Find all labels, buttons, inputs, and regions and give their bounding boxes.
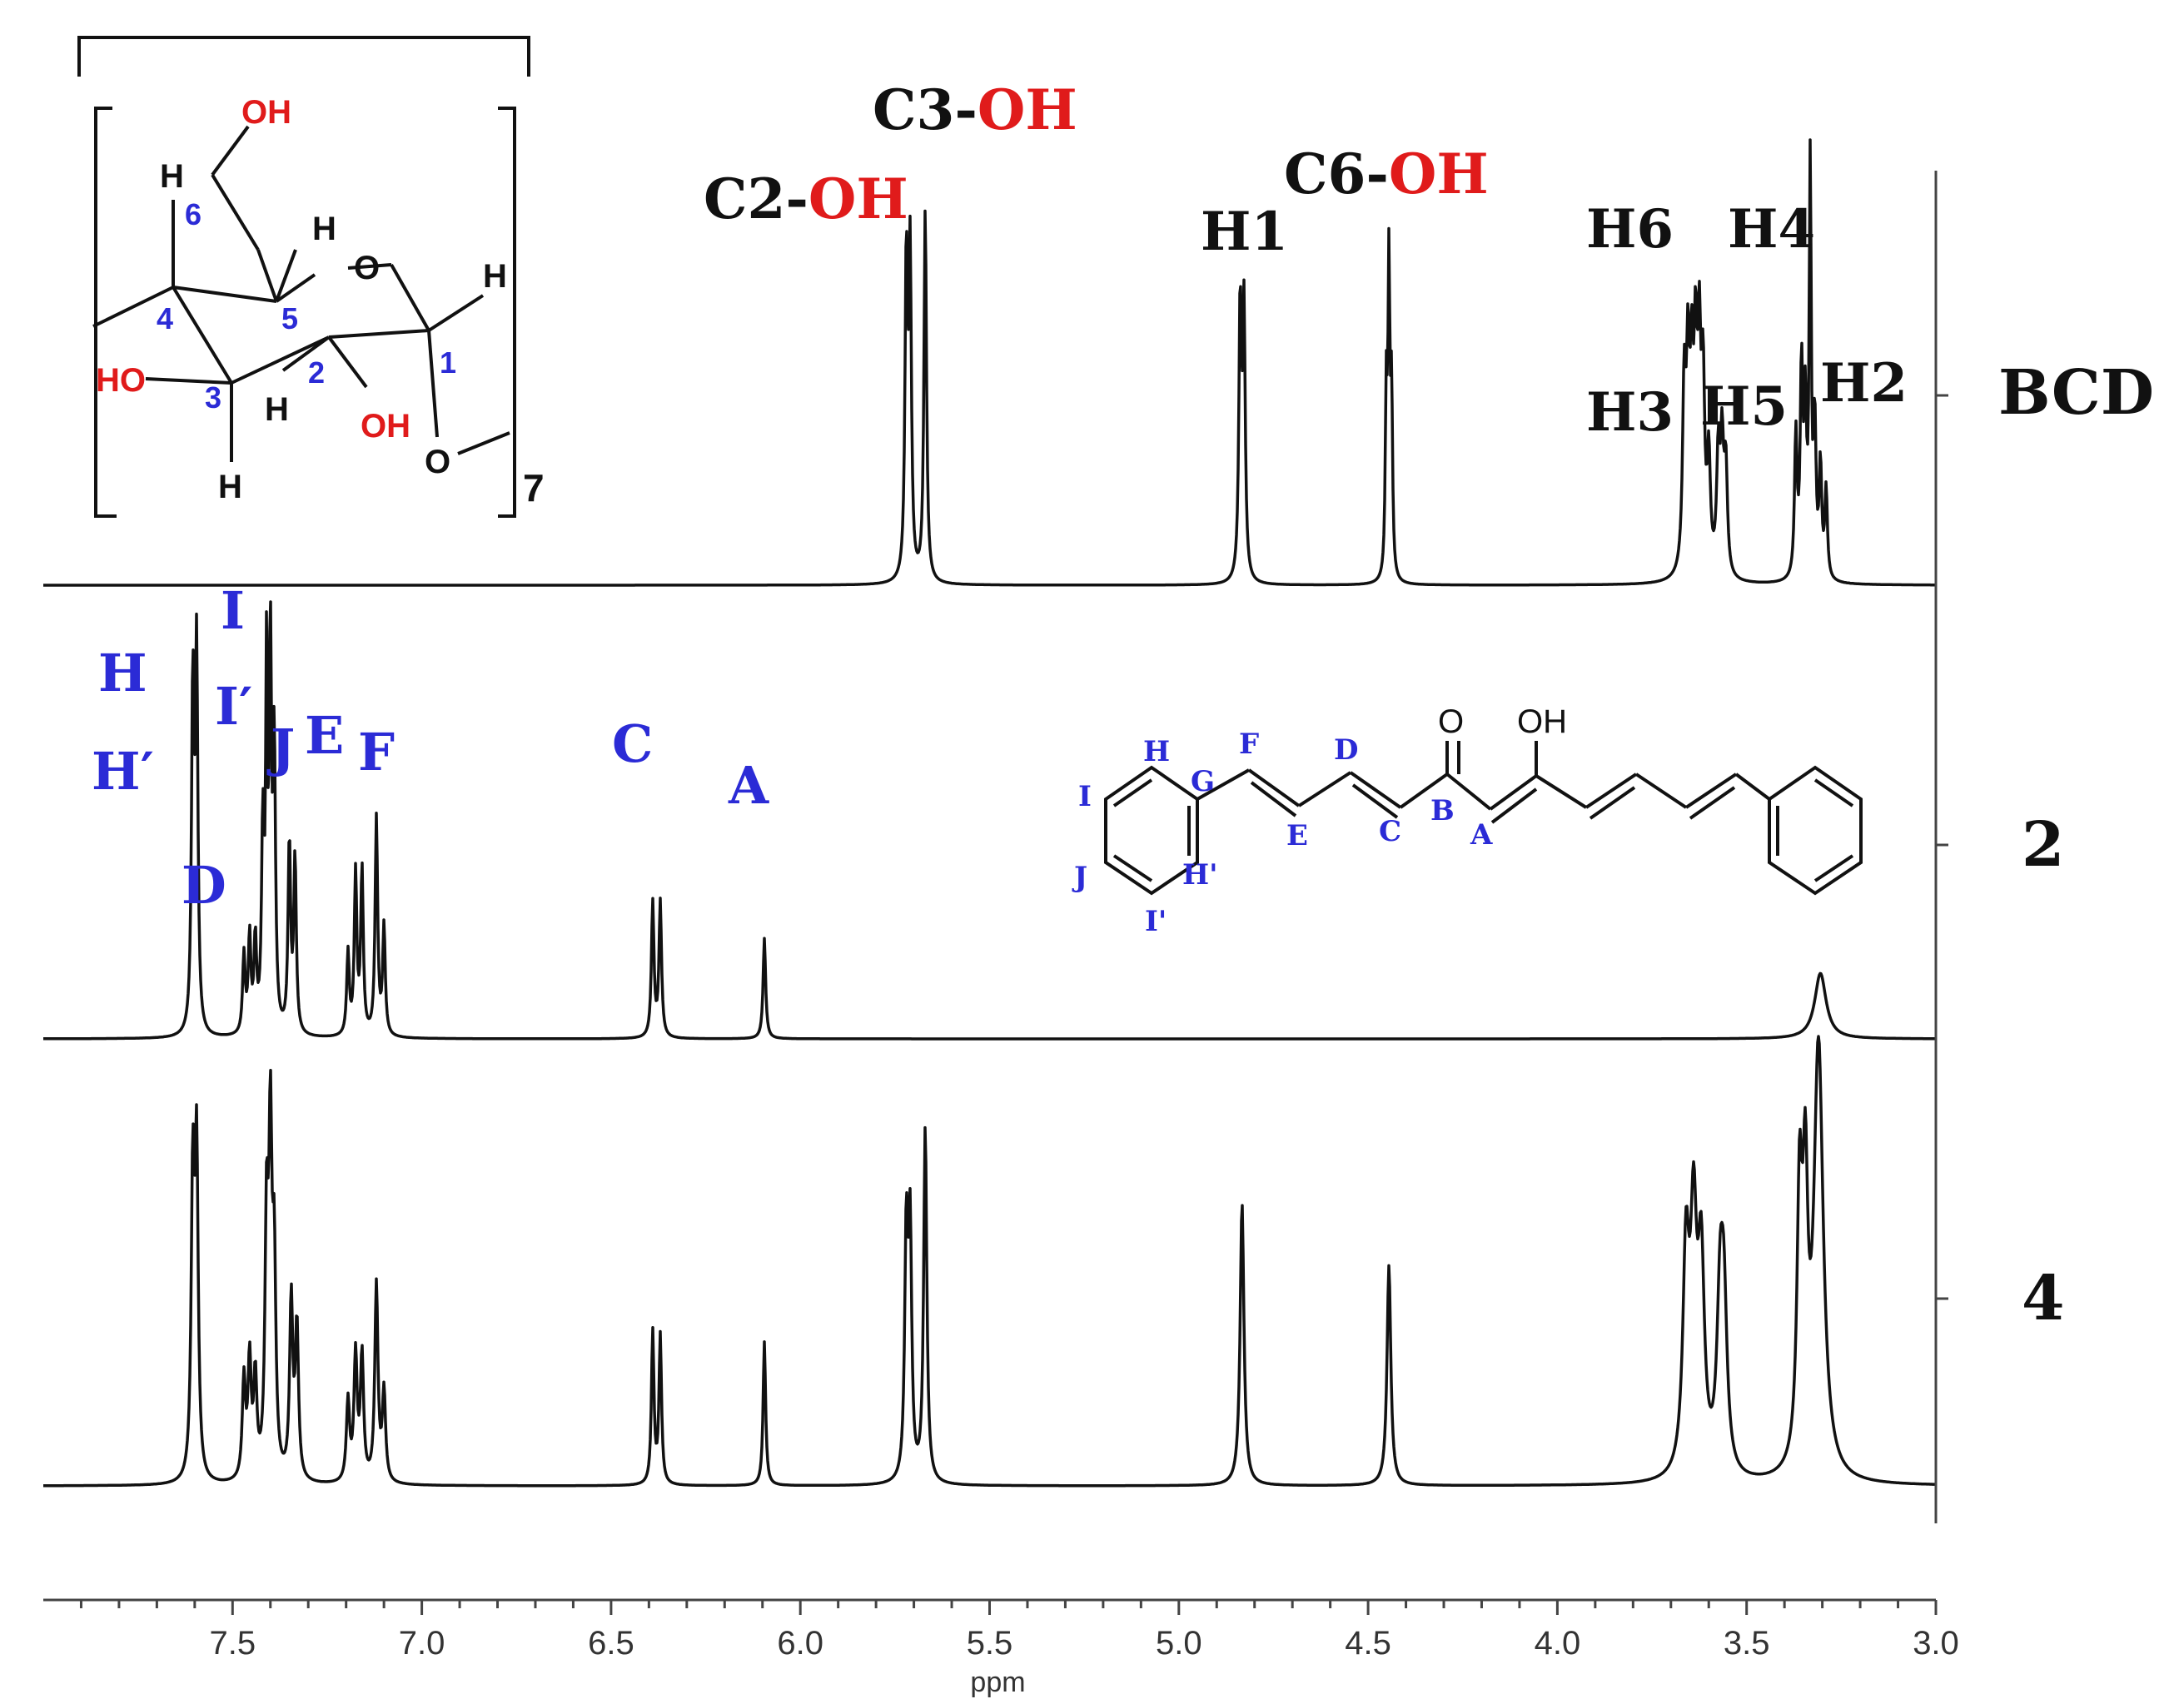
x-tick-label: 7.5: [209, 1625, 256, 1662]
pos-6: 6: [185, 197, 201, 231]
label-h2: H2: [1820, 352, 1908, 415]
x-tick-label: 4.0: [1535, 1625, 1581, 1662]
label-e: E: [305, 705, 344, 766]
atom-oh-c2: OH: [361, 408, 410, 445]
compound-2-structure: [1104, 741, 1863, 896]
atom-enol-oh: OH: [1517, 703, 1567, 740]
pos-5: 5: [281, 301, 298, 335]
label-i: I: [221, 580, 245, 641]
spectrum-line-4: [42, 1035, 1937, 1488]
label-d: D: [182, 855, 226, 916]
compound-2-annotations: H H′ I I′ J E F D C A: [92, 580, 769, 916]
atom-o-glycosidic: O: [425, 444, 450, 480]
trace-label-bcd: BCD: [1998, 357, 2154, 429]
right-axis: [1934, 171, 1948, 1523]
label-h1: H1: [1201, 201, 1288, 263]
spectrum-line-2: [42, 600, 1937, 1041]
label-a: A: [728, 755, 769, 816]
spectrum-line-bcd: [42, 138, 1937, 587]
atom-h-c6: H: [160, 158, 184, 195]
label-f: F: [358, 722, 395, 782]
bcd-structure-labels: OH H H O H HO H OH H O 7 6 4 5 2 3 1: [96, 94, 545, 509]
x-tick-label: 3.0: [1913, 1625, 1959, 1662]
atom-h-c1: H: [483, 258, 507, 295]
atom-h-c3: H: [218, 469, 242, 505]
pos-3: 3: [205, 380, 221, 415]
x-axis: 7.5 7.0 6.5 6.0 5.5 5.0 4.5 4.0 3.5 3.0 ppm: [43, 1598, 1959, 1698]
pos-e: E: [1286, 819, 1308, 852]
x-tick-label: 3.5: [1724, 1625, 1770, 1662]
label-i-prime: I′: [215, 676, 252, 737]
x-tick-label: 4.5: [1345, 1625, 1391, 1662]
atom-h-c5: H: [312, 211, 336, 247]
label-c: C: [612, 713, 653, 774]
label-c2-oh: C2-OH: [704, 166, 908, 231]
atom-ho-left: HO: [96, 362, 146, 399]
repeat-count: 7: [523, 466, 545, 509]
compound-2-structure-labels: H F D G I E C B A H' J I' O OH: [1072, 703, 1567, 938]
pos-b: B: [1430, 794, 1455, 827]
atom-carbonyl-o: O: [1438, 703, 1464, 740]
label-c3-oh: C3-OH: [873, 77, 1077, 142]
pos-2: 2: [308, 355, 325, 390]
pos-4: 4: [157, 301, 173, 335]
pos-j: J: [1072, 861, 1087, 894]
atom-h-c2: H: [265, 391, 289, 428]
pos-h: H: [1143, 735, 1170, 768]
label-j: J: [266, 718, 295, 778]
x-tick-label: 5.5: [967, 1625, 1013, 1662]
trace-label-2: 2: [2022, 809, 2065, 881]
label-h: H: [98, 643, 147, 703]
pos-a: A: [1470, 818, 1493, 852]
pos-f: F: [1239, 728, 1259, 761]
x-tick-label: 7.0: [399, 1625, 445, 1662]
pos-h-prime: H': [1182, 858, 1218, 892]
pos-i-prime: I': [1145, 905, 1167, 938]
atom-oh-top: OH: [241, 94, 291, 131]
trace-label-4: 4: [2022, 1263, 2065, 1334]
label-h5: H5: [1700, 375, 1788, 438]
bcd-annotations: C2-OH C3-OH C6-OH H1 H6 H4 H3 H5 H2: [704, 77, 1908, 444]
x-tick-label: 6.5: [588, 1625, 634, 1662]
pos-c: C: [1379, 815, 1401, 848]
spectrum-traces: [42, 138, 1937, 1488]
pos-g: G: [1191, 765, 1215, 798]
label-h3: H3: [1586, 381, 1674, 444]
label-h-prime: H′: [92, 741, 154, 802]
label-c6-oh: C6-OH: [1284, 142, 1489, 206]
x-tick-label: 5.0: [1156, 1625, 1202, 1662]
x-tick-label: 6.0: [777, 1625, 823, 1662]
label-h6: H6: [1586, 198, 1674, 261]
x-axis-label: ppm: [970, 1667, 1025, 1698]
pos-d: D: [1334, 733, 1358, 767]
pos-1: 1: [440, 345, 456, 380]
label-h4: H4: [1728, 198, 1815, 261]
pos-i: I: [1078, 780, 1092, 813]
bcd-structure: [77, 36, 530, 518]
atom-o-ring: O: [354, 250, 380, 286]
